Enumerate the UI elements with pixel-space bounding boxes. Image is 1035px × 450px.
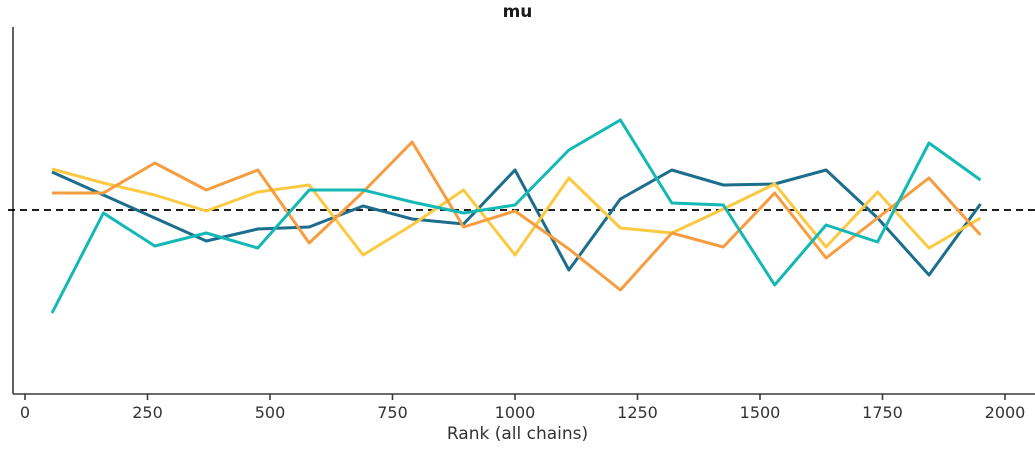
x-axis-label: Rank (all chains) — [446, 424, 589, 444]
x-tick-label: 0 — [20, 403, 30, 422]
x-tick-label: 500 — [255, 403, 286, 422]
x-tick-label: 1750 — [862, 403, 903, 422]
x-tick-label: 250 — [132, 403, 163, 422]
series-line-chain-2 — [52, 140, 982, 292]
series-line-chain-3 — [51, 167, 982, 257]
series-line-chain-0 — [51, 168, 982, 277]
x-tick-label: 750 — [377, 403, 408, 422]
x-tick-label: 1250 — [617, 403, 658, 422]
x-tick-label: 1000 — [495, 403, 536, 422]
x-tick-label: 1500 — [740, 403, 781, 422]
series-line-chain-1 — [50, 118, 982, 314]
x-tick-label: 2000 — [985, 403, 1026, 422]
plot-title: mu — [502, 2, 533, 22]
